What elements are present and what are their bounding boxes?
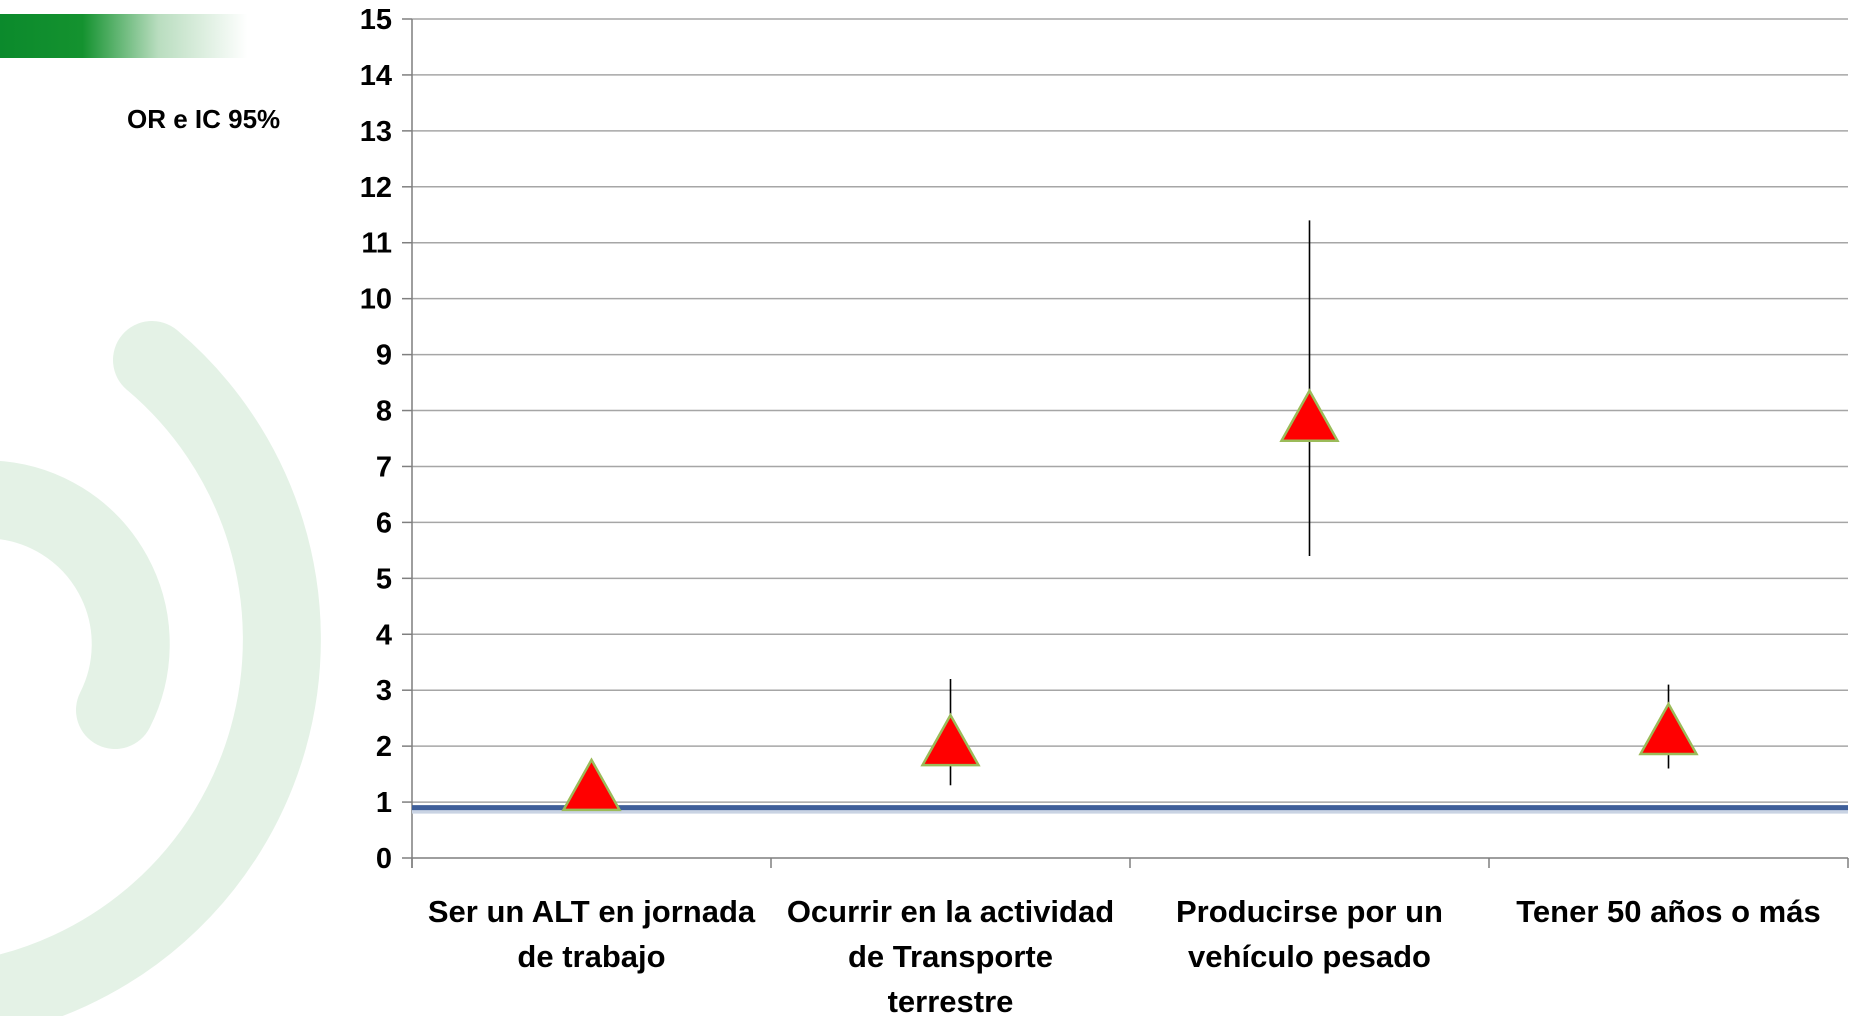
gridlines (412, 18, 1848, 803)
x-category-line: de Transporte (848, 939, 1053, 974)
y-tick-label: 12 (360, 172, 392, 204)
x-category-line: vehículo pesado (1188, 939, 1431, 974)
x-category-line: Ser un ALT en jornada (428, 894, 756, 929)
reference-line-group (412, 805, 1848, 814)
y-tick-label: 1 (376, 787, 392, 819)
x-category-line: de trabajo (517, 939, 665, 974)
x-category-label: Producirse por un vehículo pesado (1176, 894, 1443, 974)
x-category-label: Tener 50 años o más (1516, 894, 1820, 929)
markers (561, 388, 1699, 812)
y-tick-label: 15 (360, 4, 392, 36)
y-tick-label: 14 (360, 60, 392, 92)
triangle-marker (1279, 388, 1340, 442)
triangle-marker (561, 757, 622, 812)
axes (402, 18, 1849, 868)
x-category-line: terrestre (888, 984, 1014, 1016)
y-tick-label: 13 (360, 116, 392, 148)
header-gradient-bar (0, 14, 330, 58)
y-tick-label: 5 (376, 563, 392, 595)
y-tick-label: 0 (376, 843, 392, 875)
y-axis-label: OR e IC 95% (127, 104, 281, 134)
x-category-line: Tener 50 años o más (1516, 894, 1820, 929)
y-tick-label: 2 (376, 731, 392, 763)
triangle-marker (1638, 701, 1699, 756)
x-category-label: Ser un ALT en jornada de trabajo (428, 894, 756, 974)
x-category-labels: Ser un ALT en jornada de trabajo Ocurrir e… (428, 894, 1821, 1016)
y-tick-label: 4 (376, 619, 392, 651)
error-bars (590, 220, 1670, 808)
outer-arc (0, 321, 321, 1016)
y-tick-label: 11 (361, 228, 392, 260)
y-tick-label: 6 (376, 507, 392, 539)
x-category-line: Ocurrir en la actividad (787, 894, 1114, 929)
decorative-arcs (0, 321, 321, 1016)
y-tick-label: 10 (360, 284, 392, 316)
x-category-label: Ocurrir en la actividad de Transporte terr… (787, 894, 1114, 1016)
y-tick-label: 9 (376, 340, 392, 372)
triangle-marker (920, 712, 981, 767)
y-tick-label: 3 (376, 675, 392, 707)
y-tick-label: 8 (376, 396, 392, 428)
inner-arc (0, 461, 170, 749)
x-category-line: Producirse por un (1176, 894, 1443, 929)
y-tick-label: 7 (376, 451, 392, 483)
